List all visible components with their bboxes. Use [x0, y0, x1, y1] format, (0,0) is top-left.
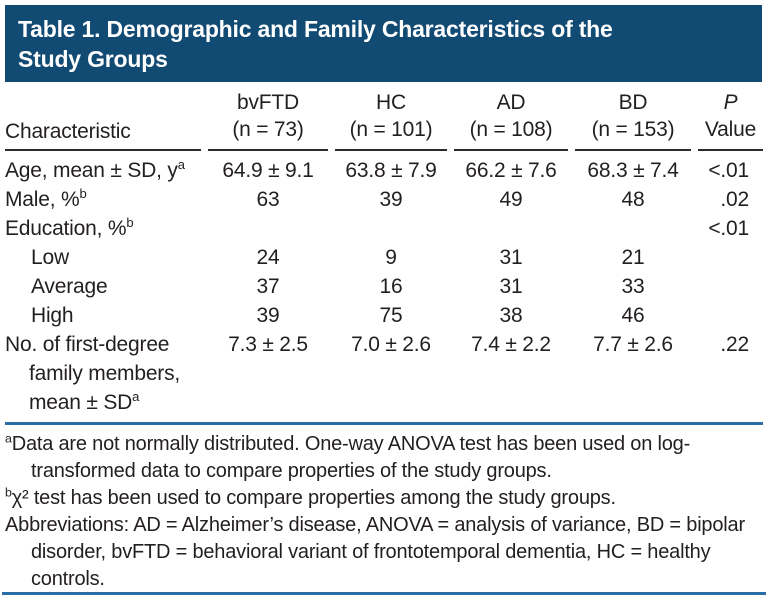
footnote: aData are not normally distributed. One-… — [5, 431, 691, 482]
table-header-row: Characteristic bvFTD (n = 73) HC (n = 101) A… — [5, 84, 763, 151]
table-cell: 39 — [256, 304, 280, 327]
table-title-banner: Table 1. Demographic and Family Characte… — [5, 5, 762, 82]
table-cell — [454, 214, 568, 243]
row-label-text: Low — [31, 246, 69, 269]
column-header-characteristic: Characteristic — [5, 84, 201, 151]
table-cell: 31 — [499, 275, 523, 298]
row-label: High — [5, 301, 201, 330]
table-cell: 38 — [499, 304, 523, 327]
table-cell — [335, 214, 447, 243]
footnote: Abbreviations: AD = Alzheimer’s disease,… — [5, 514, 745, 590]
table-title-line-1: Table 1. Demographic and Family Characte… — [18, 16, 613, 42]
table-cell: 24 — [256, 246, 280, 269]
column-header-name: bvFTD — [236, 91, 299, 114]
table-title-line-2: Study Groups — [18, 46, 168, 72]
p-value-cell: <.01 — [708, 217, 749, 240]
table-cell: 37 — [256, 275, 280, 298]
table-row: High 39 75 38 46 — [5, 301, 763, 330]
footnote-marker: a — [177, 157, 185, 172]
column-header-name: P — [723, 91, 738, 114]
table-cell — [208, 214, 328, 243]
footnote-marker: b — [126, 215, 134, 230]
table-row: Low 24 9 31 21 — [5, 243, 763, 272]
table-cell: 39 — [379, 188, 403, 211]
table-cell: 66.2 ± 7.6 — [465, 159, 557, 182]
table-cell: 21 — [621, 246, 645, 269]
row-label: Low — [5, 243, 201, 272]
footnote: bχ² test has been used to compare proper… — [5, 485, 616, 509]
column-header-subline: (n = 153) — [591, 118, 675, 141]
table-row: No. of first-degree family members, mean… — [5, 330, 763, 417]
footnote-marker: b — [5, 485, 12, 500]
row-label: Male, %b — [5, 185, 201, 214]
demographics-table: Characteristic bvFTD (n = 73) HC (n = 101) A… — [0, 84, 768, 417]
table-row: Age, mean ± SD, ya 64.9 ± 9.1 63.8 ± 7.9 66… — [5, 151, 763, 185]
table-cell: 7.3 ± 2.5 — [228, 333, 308, 356]
row-label-text: Education, %b — [5, 215, 134, 240]
row-label-text: Male, %b — [5, 186, 87, 211]
row-label-text: High — [31, 304, 74, 327]
footnote-marker: b — [79, 186, 87, 201]
row-label: No. of first-degree family members, mean… — [5, 330, 201, 417]
row-label-text: Age, mean ± SD, ya — [5, 157, 185, 182]
table-cell: 48 — [621, 188, 645, 211]
p-value-cell: .02 — [720, 188, 749, 211]
table-cell: 9 — [385, 246, 397, 269]
table-cell: 64.9 ± 9.1 — [222, 159, 314, 182]
table-cell: 49 — [499, 188, 523, 211]
column-header-p: P Value — [698, 84, 763, 151]
row-label: Education, %b — [5, 214, 201, 243]
table-area: Characteristic bvFTD (n = 73) HC (n = 101) A… — [5, 84, 763, 593]
footnotes: aData are not normally distributed. One-… — [5, 425, 763, 593]
table-cell: 63.8 ± 7.9 — [345, 159, 437, 182]
column-header-bvftd: bvFTD (n = 73) — [208, 84, 328, 151]
table-row: Average 37 16 31 33 — [5, 272, 763, 301]
p-value-cell: .22 — [720, 333, 749, 356]
row-label-text: Average — [31, 275, 108, 298]
p-value-cell — [698, 272, 763, 301]
column-header-subline: (n = 101) — [349, 118, 433, 141]
column-header-subline: (n = 73) — [232, 118, 304, 141]
table-footnote-divider — [5, 422, 763, 425]
row-label-text: No. of first-degree family members, mean… — [5, 333, 181, 414]
table-row: Education, %b <.01 — [5, 214, 763, 243]
table-cell: 16 — [379, 275, 403, 298]
column-header-subline: (n = 108) — [469, 118, 553, 141]
column-header-hc: HC (n = 101) — [335, 84, 447, 151]
table-row: Male, %b 63 39 49 48 .02 — [5, 185, 763, 214]
p-value-cell — [698, 243, 763, 272]
table-cell: 33 — [621, 275, 645, 298]
table-cell: 75 — [379, 304, 403, 327]
column-header-bd: BD (n = 153) — [575, 84, 691, 151]
footnote-marker: a — [5, 431, 12, 446]
table-cell: 7.0 ± 2.6 — [351, 333, 431, 356]
column-header-ad: AD (n = 108) — [454, 84, 568, 151]
table-cell: 31 — [499, 246, 523, 269]
table-cell — [575, 214, 691, 243]
p-value-cell — [698, 301, 763, 330]
row-label: Age, mean ± SD, ya — [5, 151, 201, 185]
footnote-marker: a — [132, 389, 140, 404]
column-header-name: AD — [496, 91, 526, 114]
column-header-subline: Value — [704, 118, 757, 141]
table-cell: 68.3 ± 7.4 — [587, 159, 679, 182]
table-cell: 7.7 ± 2.6 — [593, 333, 673, 356]
bottom-rule — [2, 592, 766, 595]
table-cell: 63 — [256, 188, 280, 211]
p-value-cell: <.01 — [708, 159, 749, 182]
table-cell: 46 — [621, 304, 645, 327]
column-header-name: BD — [618, 91, 648, 114]
table-cell: 7.4 ± 2.2 — [471, 333, 551, 356]
column-header-name: HC — [376, 91, 406, 114]
row-label: Average — [5, 272, 201, 301]
